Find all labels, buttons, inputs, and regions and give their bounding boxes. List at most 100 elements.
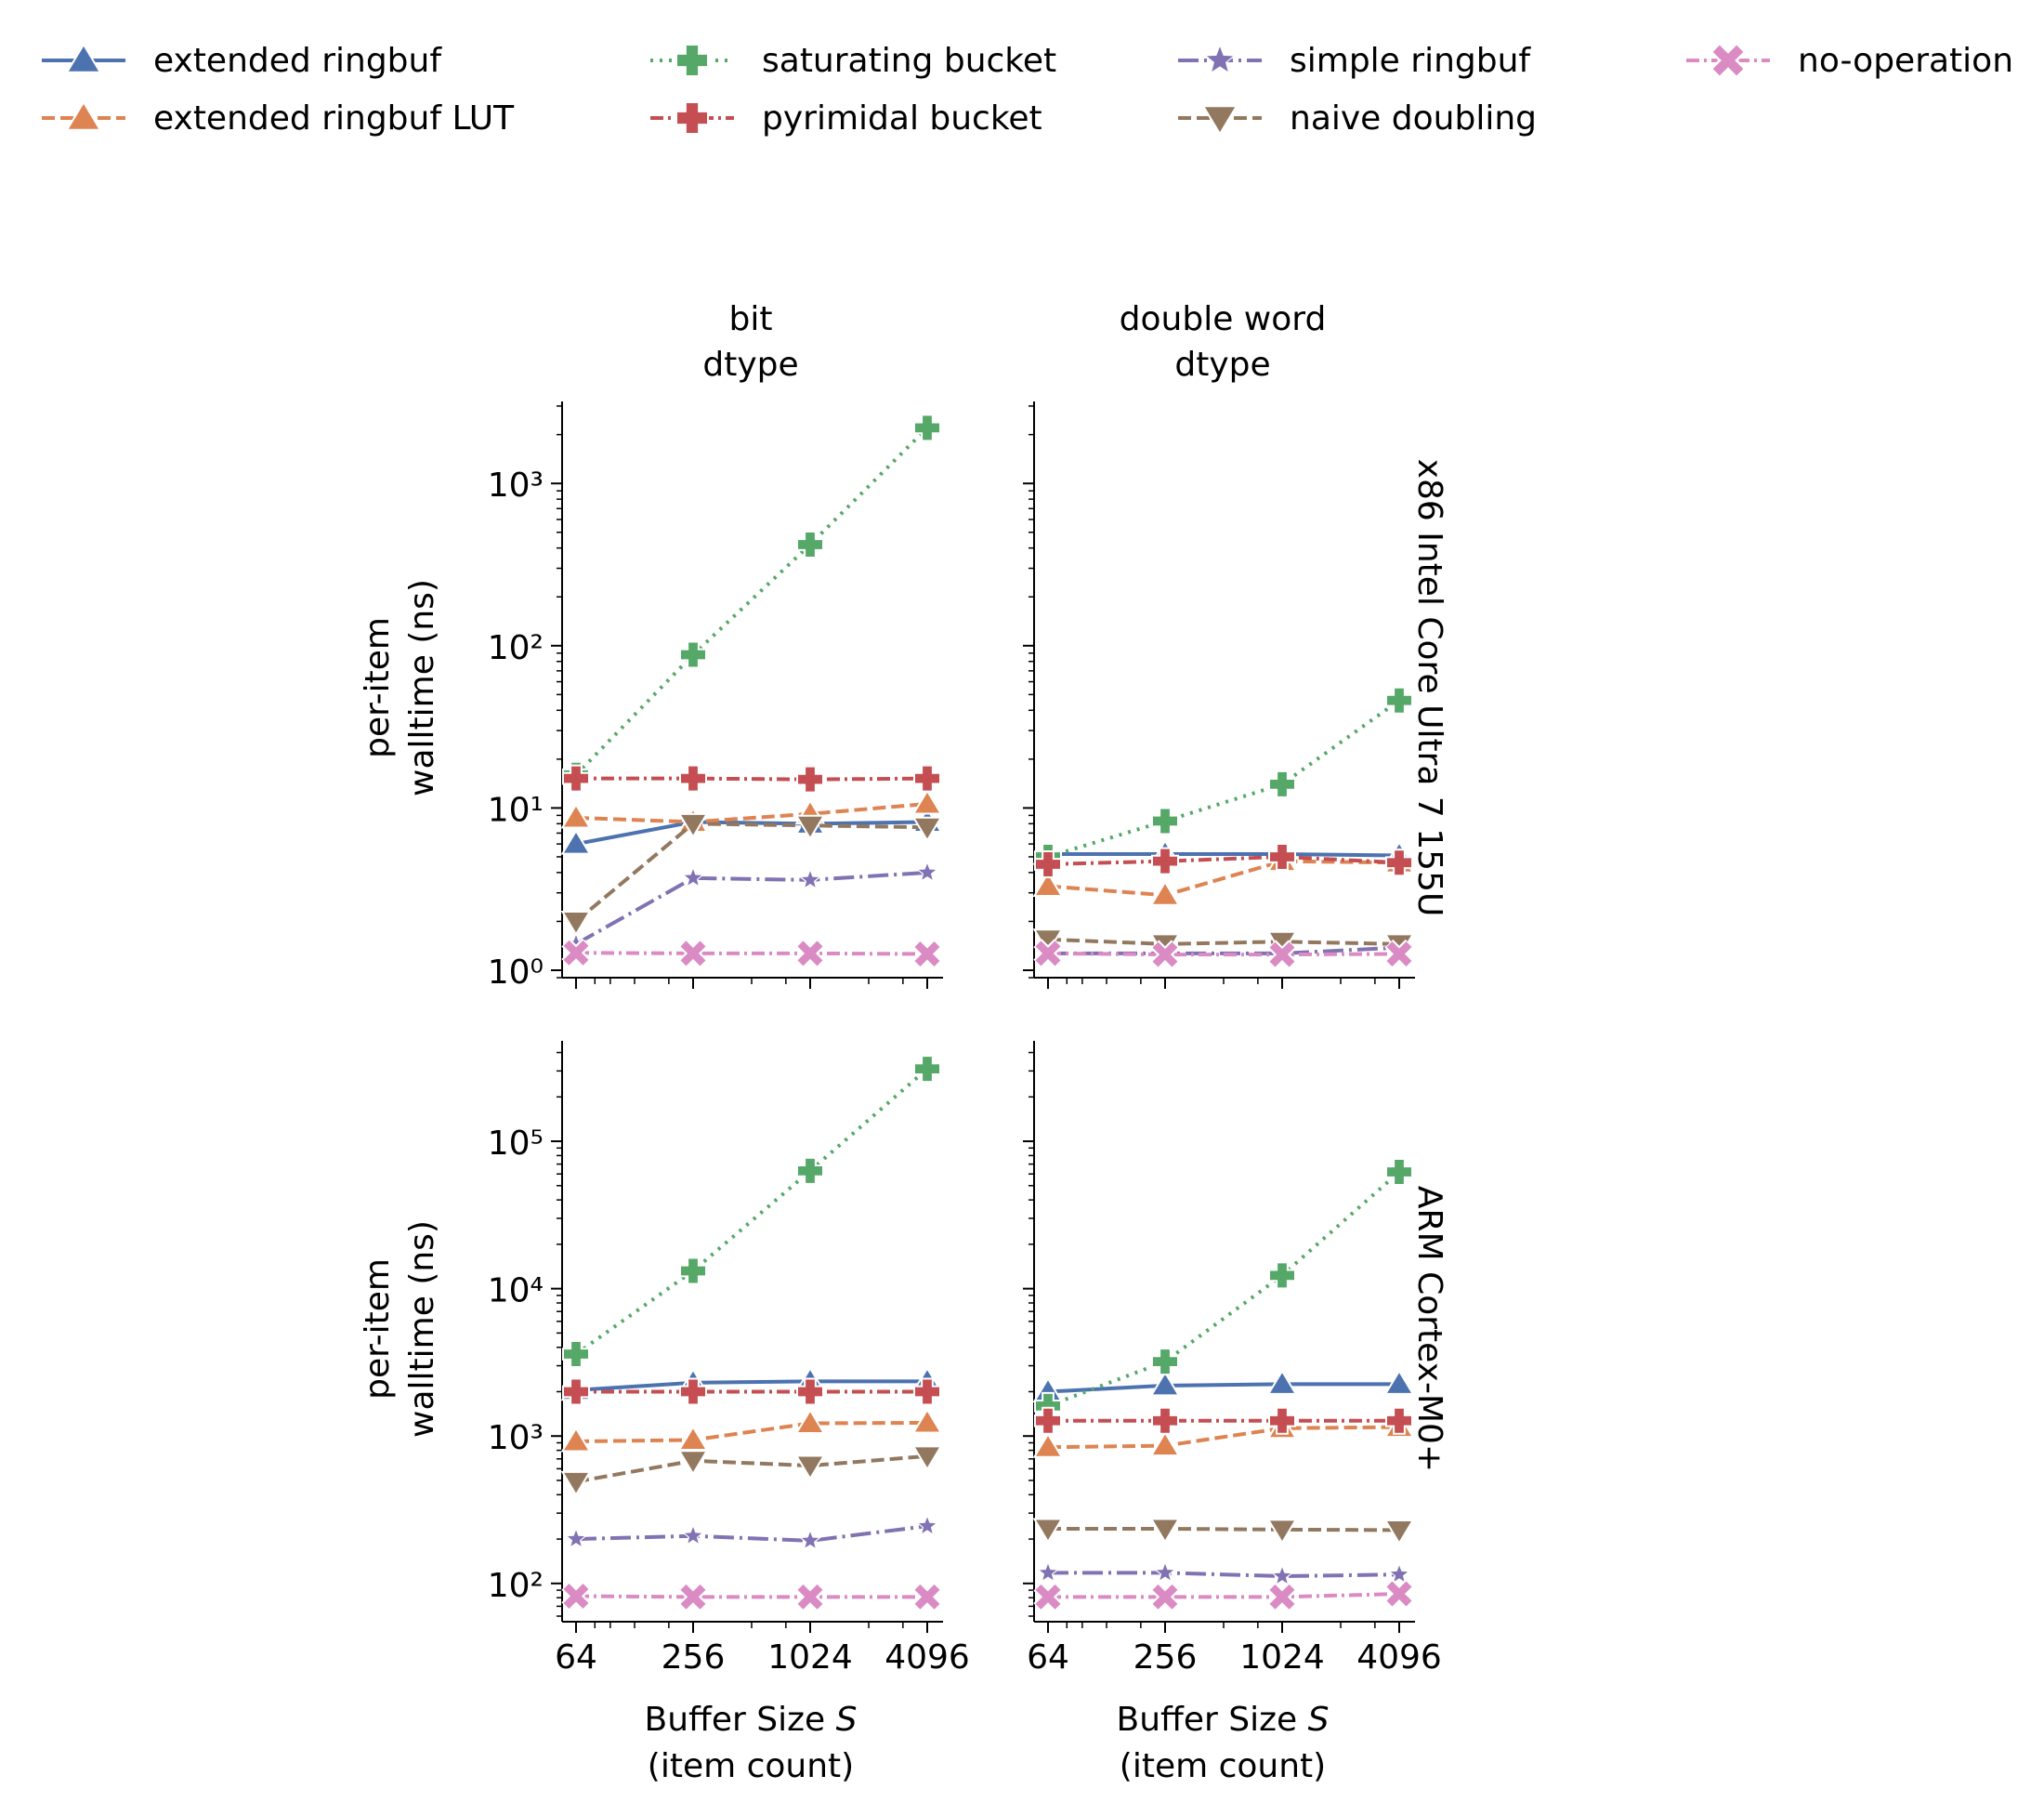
series-line bbox=[575, 951, 928, 956]
data-point bbox=[913, 1055, 941, 1084]
series-pyrimidal-bucket bbox=[1034, 1406, 1413, 1435]
data-point bbox=[564, 1527, 588, 1549]
legend-marker bbox=[1203, 43, 1237, 74]
series-no-operation bbox=[1033, 939, 1414, 969]
data-point bbox=[1268, 769, 1296, 798]
data-point bbox=[911, 816, 943, 843]
legend-marker bbox=[65, 100, 102, 131]
data-point bbox=[561, 938, 591, 967]
data-point bbox=[560, 1470, 592, 1497]
data-point bbox=[1153, 1560, 1177, 1583]
data-point bbox=[1385, 1157, 1413, 1186]
col-title-bit: bit dtype bbox=[702, 300, 798, 384]
ylabel-line: per-item bbox=[359, 617, 397, 758]
data-point bbox=[911, 1445, 943, 1471]
legend-label: naive doubling bbox=[1290, 99, 1537, 138]
series-line bbox=[1048, 1592, 1400, 1599]
data-point bbox=[1383, 1369, 1415, 1395]
y-tick-label: 10² bbox=[488, 629, 544, 667]
data-point bbox=[1385, 686, 1413, 715]
legend-marker bbox=[1201, 105, 1238, 136]
xlabel-line: (item count) bbox=[1120, 1747, 1326, 1785]
data-point bbox=[1151, 1406, 1179, 1435]
data-point bbox=[1384, 939, 1414, 969]
ylabel-line: walltime (ns) bbox=[403, 579, 441, 796]
series-line bbox=[1047, 699, 1401, 859]
data-point bbox=[1267, 1582, 1297, 1611]
panel-r0-c1 bbox=[1023, 401, 1415, 989]
xlabel-right: Buffer Size S (item count) bbox=[1117, 1701, 1330, 1785]
data-point bbox=[1385, 1406, 1413, 1435]
data-point bbox=[1151, 847, 1179, 875]
legend-label: no-operation bbox=[1798, 42, 2013, 80]
data-point bbox=[1151, 1348, 1179, 1376]
data-point bbox=[1268, 842, 1296, 871]
data-point bbox=[1036, 1560, 1060, 1583]
series-line bbox=[575, 1524, 928, 1543]
series-pyrimidal-bucket bbox=[562, 764, 941, 794]
legend-entry-saturating-bucket: saturating bucket bbox=[650, 42, 1056, 80]
data-point bbox=[1385, 848, 1413, 877]
data-point bbox=[562, 764, 590, 793]
x-tick-label: 64 bbox=[555, 1638, 597, 1677]
panels: 10⁰ 10¹ 10² 10³ 10² 10³ 10⁴ 10⁵ 64 256 1024 4096 64 2… bbox=[488, 401, 1442, 1677]
ylabel-top: per-item walltime (ns) bbox=[359, 579, 441, 796]
legend-entry-naive-doubling: naive doubling bbox=[1178, 99, 1537, 138]
data-point bbox=[1268, 1406, 1296, 1435]
data-point bbox=[1034, 849, 1062, 878]
series-simple-ringbuf bbox=[564, 1514, 939, 1551]
series-pyrimidal-bucket bbox=[562, 1377, 941, 1406]
x-tick-label: 64 bbox=[1027, 1638, 1069, 1677]
series-line bbox=[575, 801, 928, 824]
data-point bbox=[1033, 939, 1063, 968]
data-point bbox=[1266, 1519, 1298, 1545]
data-point bbox=[560, 910, 592, 937]
data-point bbox=[795, 939, 825, 968]
data-point bbox=[912, 1582, 942, 1611]
series-line bbox=[575, 1453, 928, 1484]
ylabel-line: walltime (ns) bbox=[403, 1220, 441, 1438]
y-tick-label: 10² bbox=[488, 1567, 544, 1605]
legend-marker bbox=[675, 44, 709, 77]
data-point bbox=[796, 765, 824, 794]
series-line bbox=[574, 1067, 929, 1356]
data-point bbox=[1149, 1518, 1181, 1544]
xlabel-text: Buffer Size bbox=[645, 1701, 836, 1739]
series-line bbox=[1048, 1526, 1400, 1532]
data-point bbox=[798, 867, 822, 890]
col-title-line: dtype bbox=[702, 346, 798, 384]
series-saturating-bucket bbox=[562, 1055, 941, 1368]
x-tick-label: 256 bbox=[1133, 1638, 1198, 1677]
data-point bbox=[795, 1582, 825, 1611]
data-point bbox=[677, 1425, 709, 1451]
legend-entry-pyrimidal-bucket: pyrimidal bucket bbox=[650, 99, 1042, 138]
col-title-line: bit bbox=[729, 300, 773, 338]
xlabel-line: Buffer Size S bbox=[1117, 1701, 1330, 1739]
data-point bbox=[1032, 1432, 1064, 1458]
series-line bbox=[1047, 1425, 1400, 1450]
data-point bbox=[796, 1156, 824, 1185]
y-tick-label: 10³ bbox=[488, 467, 544, 505]
series-line bbox=[1048, 1571, 1400, 1579]
series-naive-doubling bbox=[560, 1445, 943, 1497]
series-pyrimidal-bucket bbox=[1034, 842, 1413, 878]
legend-marker bbox=[675, 101, 709, 135]
series-line bbox=[576, 776, 928, 782]
col-title-line: double word bbox=[1120, 300, 1327, 338]
data-point bbox=[1266, 1369, 1298, 1395]
data-point bbox=[679, 764, 707, 793]
series-line bbox=[1047, 1382, 1399, 1394]
x-tick-label: 1024 bbox=[1239, 1638, 1325, 1677]
data-point bbox=[1150, 940, 1180, 969]
data-point bbox=[678, 1582, 708, 1611]
data-point bbox=[678, 939, 708, 968]
legend-marker bbox=[65, 43, 102, 73]
xlabel-line: Buffer Size S bbox=[645, 1701, 858, 1739]
data-point bbox=[560, 829, 592, 855]
data-point bbox=[911, 1408, 943, 1434]
legend: extended ringbuf extended ringbuf LUT satu… bbox=[42, 42, 2013, 138]
x-tick-label: 4096 bbox=[1356, 1638, 1442, 1677]
series-naive-doubling bbox=[560, 812, 943, 937]
series-simple-ringbuf bbox=[564, 860, 939, 954]
